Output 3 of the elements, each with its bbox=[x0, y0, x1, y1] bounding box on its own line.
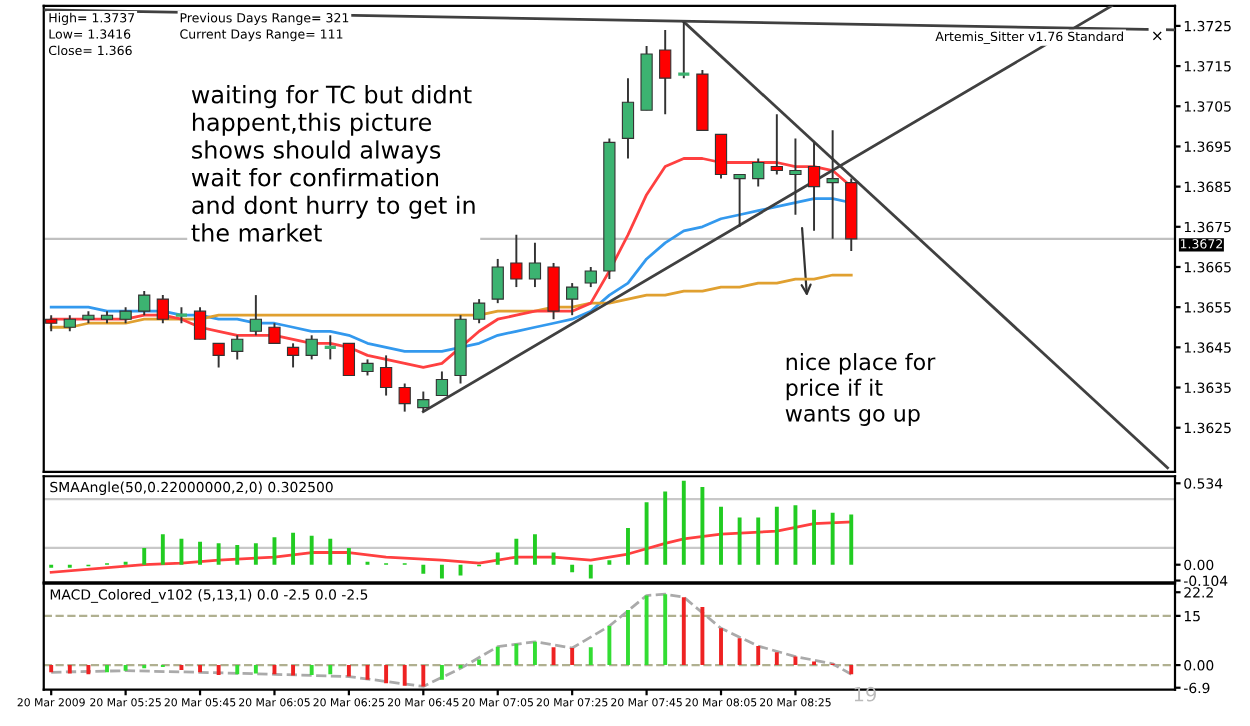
annotation: waiting for TC but didnt happent,this picture shows should always wait for confirmation and dont hurry to get in the market bbox=[191, 85, 475, 242]
annotation: 19 bbox=[854, 686, 876, 702]
annotation: nice place for price if it wants go up bbox=[785, 353, 936, 427]
